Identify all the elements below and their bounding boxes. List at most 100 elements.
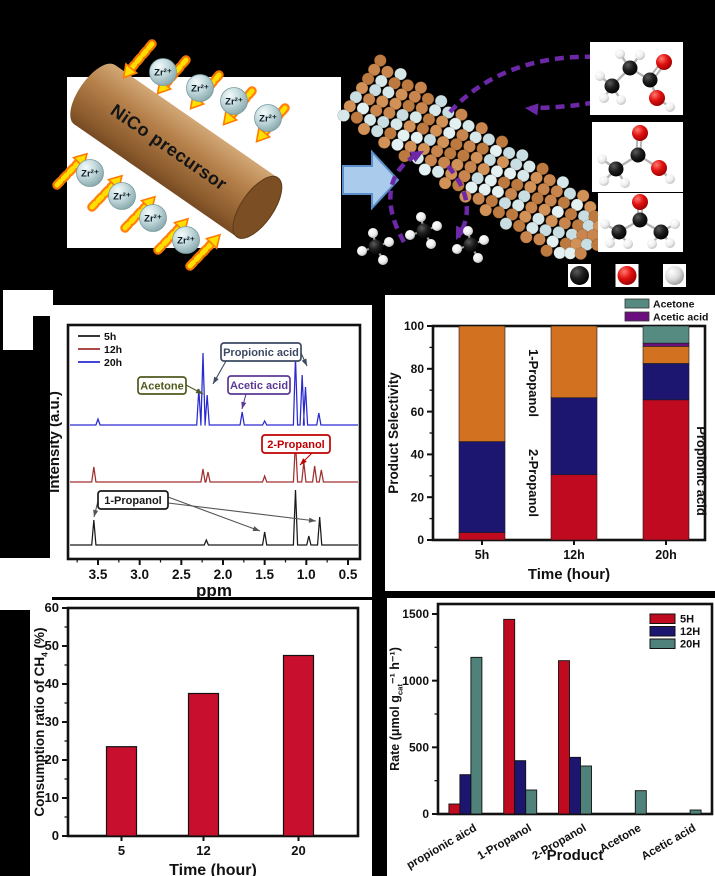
legend-swatch [624, 298, 650, 309]
selectivity-panel: 0 20 40 60 80 100 5h 12h 20h Time (hour) Product S… [385, 295, 715, 591]
acetic-acid-molecule [592, 122, 683, 192]
x-tick-label: 0.5 [339, 567, 358, 582]
stack-segment-2-propanol [458, 441, 506, 533]
hydrogen-legend-dot [663, 264, 686, 287]
arrowhead [525, 103, 539, 116]
x-tick-label: 1-Propanol [476, 822, 534, 862]
bar-5 [105, 746, 138, 837]
zr-label: Zr²⁺ [225, 97, 243, 108]
x-tick-label: 5h [475, 548, 490, 562]
inplot-label: 2-Propanol [526, 449, 541, 517]
x-tick-label: Acetic acid [640, 822, 699, 863]
zr-ion: Zr²⁺ [172, 226, 200, 254]
legend-swatch [649, 613, 676, 624]
annotation-box [220, 342, 302, 362]
y-tick-label: 40 [45, 676, 59, 691]
bar-20H-Acetone [634, 790, 647, 815]
x-axis-title: ppm [196, 581, 232, 597]
y-axis-title: Product Selectivity [386, 372, 401, 494]
legend-label: 12H [680, 626, 700, 638]
bar-20 [282, 654, 315, 837]
zr-ion: Zr²⁺ [254, 104, 282, 132]
y-tick-label: 0 [417, 533, 424, 547]
arrowhead [301, 358, 307, 366]
y-tick-label: 10 [45, 790, 59, 805]
zr-label: Zr²⁺ [177, 236, 195, 247]
nanorod [337, 54, 606, 260]
arrowhead [195, 388, 203, 394]
x-tick-label: 3.5 [89, 567, 108, 582]
zr-ion: Zr²⁺ [186, 74, 214, 102]
nmr-panel: 3.5 3.0 2.5 2.0 1.5 1.0 0.5 ppm Intensity (a.u.)… [46, 305, 372, 600]
propionic-acid-molecule [590, 42, 683, 115]
bar-12H-propionic-aicd [459, 774, 472, 815]
nmr-trace-12h [70, 441, 358, 483]
annotation-label: Acetic acid [230, 380, 288, 392]
annotation-box [137, 376, 187, 395]
stack-segment-propionic-acid [550, 474, 598, 541]
zr-ion: Zr²⁺ [139, 204, 167, 232]
arrowhead [252, 526, 260, 532]
white-patch-b [3, 290, 33, 350]
legend-label: Acetic acid [653, 312, 708, 324]
bar-20H-1-Propanol [525, 789, 538, 815]
acetone-molecule [598, 193, 683, 252]
methane-molecule [405, 212, 442, 249]
inplot-label: 1-Propanol [526, 349, 541, 417]
y-tick-label: 80 [411, 362, 425, 376]
x-tick-label: 12 [196, 843, 210, 858]
annotation-box [261, 434, 331, 454]
y-tick-label: 60 [45, 600, 59, 615]
inplot-label: Propionic acid [694, 426, 709, 516]
zr-ion: Zr²⁺ [220, 87, 248, 115]
y-tick-label: 500 [409, 741, 429, 755]
y-axis-title: Consumption ratio of CH4 (%) [32, 627, 50, 816]
consumption-panel: 0 10 20 30 40 50 60 5 12 20 Time (hour) Consumption… [30, 600, 372, 876]
arrowhead [213, 376, 219, 384]
bar-12 [187, 692, 220, 837]
rate-panel: 0 500 1000 1500 propionic aicd 1-Propanol 2-Pr… [387, 598, 715, 876]
arrowhead [93, 509, 99, 517]
y-tick-label: 1500 [402, 607, 429, 621]
ion-arrow [122, 39, 157, 79]
legend-swatch [649, 626, 676, 637]
x-tick-label: 12h [563, 548, 585, 562]
x-tick-label: 1.0 [297, 567, 316, 582]
stack-segment-2-propanol [642, 363, 690, 401]
y-tick-label: 30 [45, 714, 59, 729]
reaction-arrow [388, 150, 422, 244]
ion-arrow [185, 233, 222, 271]
arrowhead [308, 517, 316, 523]
stack-segment-propionic-acid [458, 532, 506, 541]
legend-swatch [649, 638, 676, 649]
x-tick-label: 20 [291, 843, 305, 858]
methane-molecule [357, 228, 394, 265]
legend-swatch [624, 311, 650, 322]
zr-label: Zr²⁺ [259, 114, 277, 125]
legend-label: 5h [104, 331, 116, 343]
legend-label: 5H [680, 614, 694, 626]
transform-arrow [342, 149, 400, 211]
y-tick-label: 0 [422, 807, 429, 821]
annotation-arrow [167, 502, 317, 522]
zr-label: Zr²⁺ [81, 169, 99, 180]
arrowhead [456, 225, 467, 240]
stack-segment-2-propanol [550, 397, 598, 476]
zr-ion: Zr²⁺ [76, 159, 104, 187]
oxygen-legend-dot [615, 264, 639, 287]
y-tick-label: 1000 [402, 674, 429, 688]
selectivity-chart: 0 20 40 60 80 100 5h 12h 20h Time (hour) Product S… [386, 298, 709, 584]
bar-5H-2-Propanol [558, 660, 570, 815]
zr-ion: Zr²⁺ [108, 182, 136, 210]
annotation-arrow [167, 496, 261, 532]
arrowhead [241, 401, 247, 409]
x-tick-label: 20h [655, 548, 677, 562]
stack-segment-acetic-acid [642, 342, 690, 347]
bar-12H-1-Propanol [514, 760, 527, 815]
x-axis-title: Time (hour) [528, 566, 610, 583]
consumption-chart: 0 10 20 30 40 50 60 5 12 20 Time (hour) Consumption… [32, 600, 360, 876]
x-tick-label: 2.0 [214, 567, 233, 582]
